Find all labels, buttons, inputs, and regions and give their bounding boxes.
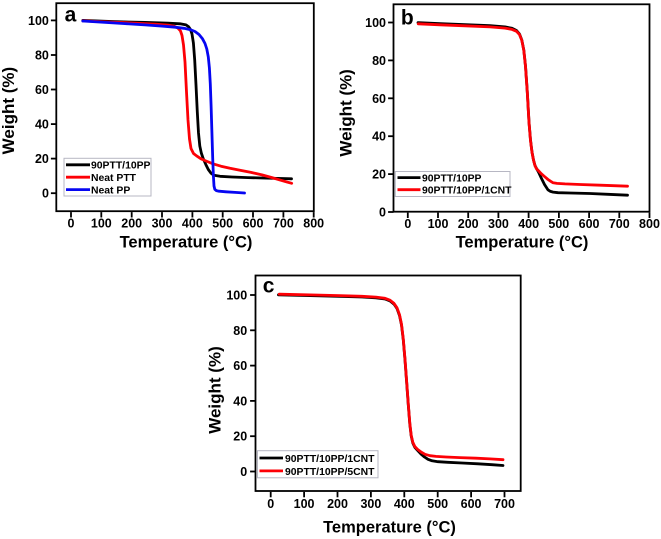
svg-text:600: 600 [579,217,600,231]
svg-text:400: 400 [394,497,415,511]
svg-text:600: 600 [461,497,482,511]
svg-text:500: 500 [212,216,233,230]
svg-text:80: 80 [35,49,49,63]
svg-text:300: 300 [152,216,173,230]
svg-text:800: 800 [303,216,324,230]
svg-text:Neat PP: Neat PP [91,186,130,197]
svg-text:200: 200 [458,217,479,231]
svg-text:90PTT/10PP: 90PTT/10PP [91,161,151,172]
svg-text:90PTT/10PP/1CNT: 90PTT/10PP/1CNT [285,454,375,465]
svg-text:Temperature (°C): Temperature (°C) [456,234,589,252]
svg-text:700: 700 [609,217,630,231]
svg-text:b: b [401,7,414,30]
svg-text:20: 20 [35,152,49,166]
svg-text:100: 100 [428,217,449,231]
svg-text:700: 700 [494,497,515,511]
svg-text:0: 0 [379,206,386,220]
svg-text:100: 100 [226,289,247,303]
svg-text:0: 0 [404,217,411,231]
svg-text:60: 60 [372,92,386,106]
svg-text:Temperature (°C): Temperature (°C) [120,234,253,252]
svg-text:400: 400 [518,217,539,231]
svg-text:800: 800 [639,217,660,231]
svg-text:90PTT/10PP: 90PTT/10PP [422,174,482,185]
svg-text:0: 0 [68,216,75,230]
svg-text:c: c [263,274,275,297]
svg-text:100: 100 [294,497,315,511]
svg-text:90PTT/10PP/5CNT: 90PTT/10PP/5CNT [285,467,375,478]
svg-text:0: 0 [267,497,274,511]
svg-text:200: 200 [121,216,142,230]
svg-text:700: 700 [273,216,294,230]
svg-text:90PTT/10PP/1CNT: 90PTT/10PP/1CNT [422,186,512,197]
svg-text:Weight (%): Weight (%) [337,69,356,157]
svg-text:0: 0 [42,187,49,201]
svg-text:80: 80 [233,324,247,338]
svg-text:500: 500 [427,497,448,511]
svg-text:0: 0 [240,465,247,479]
svg-text:40: 40 [233,394,247,408]
svg-text:60: 60 [35,83,49,97]
svg-text:300: 300 [360,497,381,511]
svg-text:100: 100 [28,14,49,28]
svg-text:Temperature (°C): Temperature (°C) [323,519,456,537]
svg-text:400: 400 [182,216,203,230]
svg-text:200: 200 [327,497,348,511]
svg-text:Weight (%): Weight (%) [0,67,18,155]
svg-text:60: 60 [233,359,247,373]
svg-text:600: 600 [243,216,264,230]
svg-text:500: 500 [548,217,569,231]
svg-text:a: a [65,4,77,27]
svg-text:300: 300 [488,217,509,231]
svg-text:40: 40 [372,130,386,144]
svg-text:100: 100 [91,216,112,230]
svg-text:80: 80 [372,54,386,68]
svg-text:Neat PTT: Neat PTT [91,173,137,184]
svg-text:Weight (%): Weight (%) [206,346,225,434]
svg-text:20: 20 [372,168,386,182]
svg-text:20: 20 [233,430,247,444]
svg-text:100: 100 [365,16,386,30]
svg-text:40: 40 [35,118,49,132]
